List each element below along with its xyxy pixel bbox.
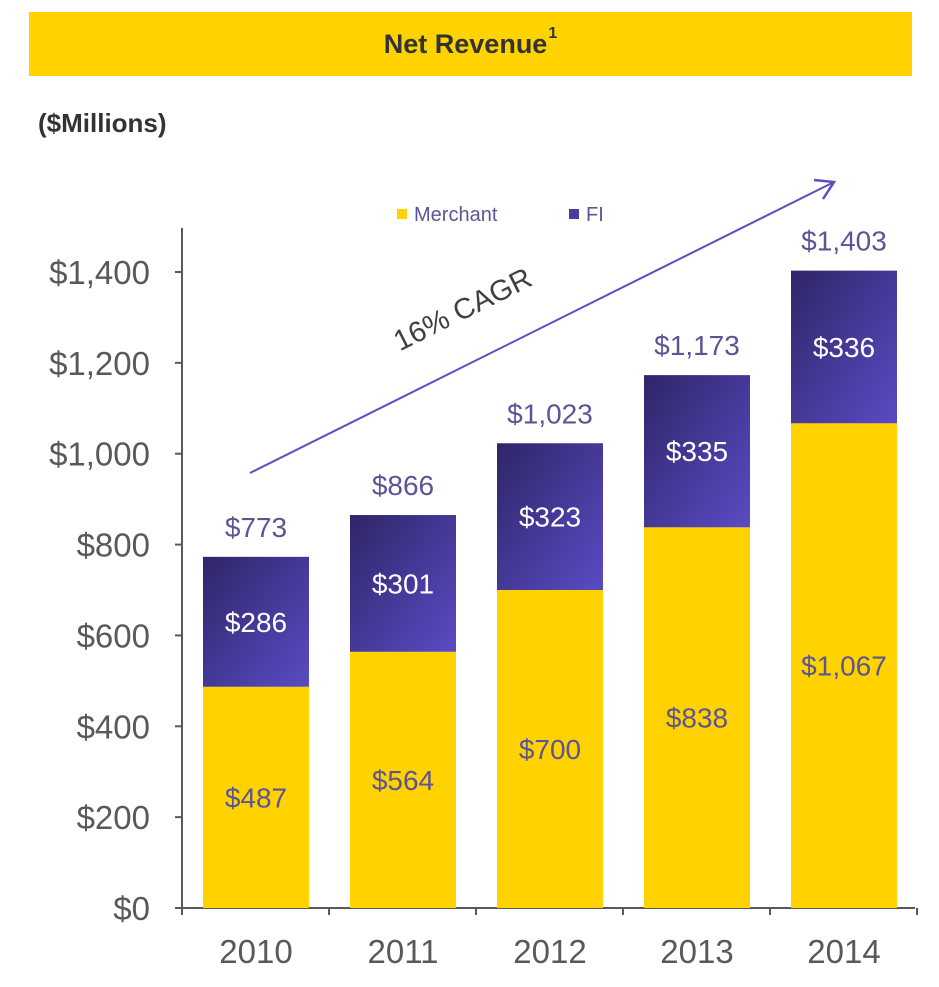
units-label: ($Millions) bbox=[38, 108, 167, 138]
chart-title-footnote: 1 bbox=[548, 25, 558, 42]
data-label-total: $1,173 bbox=[654, 330, 740, 361]
data-label-fi: $335 bbox=[666, 436, 728, 467]
data-label-fi: $336 bbox=[813, 332, 875, 363]
data-label-merchant: $700 bbox=[519, 734, 581, 765]
data-label-merchant: $487 bbox=[225, 782, 287, 813]
data-label-merchant: $564 bbox=[372, 765, 434, 796]
bar-merchant bbox=[644, 527, 750, 908]
data-label-fi: $323 bbox=[519, 502, 581, 533]
bar-merchant bbox=[350, 651, 456, 908]
bar-fi bbox=[497, 443, 603, 590]
legend-swatch-merchant bbox=[397, 209, 407, 219]
y-tick-label: $200 bbox=[77, 799, 150, 836]
x-tick-label: 2012 bbox=[513, 933, 586, 970]
cagr-arrow-head bbox=[813, 178, 837, 200]
y-tick-label: $400 bbox=[77, 708, 150, 745]
y-tick-label: $1,200 bbox=[49, 345, 150, 382]
bar-fi bbox=[791, 270, 897, 424]
legend-label-merchant: Merchant bbox=[414, 204, 498, 226]
bar-merchant bbox=[791, 423, 897, 908]
cagr-label: 16% CAGR bbox=[389, 262, 537, 358]
y-tick-label: $1,000 bbox=[49, 436, 150, 473]
bar-merchant bbox=[497, 590, 603, 908]
legend-swatch-fi bbox=[569, 209, 579, 219]
bar-fi bbox=[350, 515, 456, 652]
cagr-arrow-line bbox=[249, 182, 833, 474]
bars bbox=[203, 270, 897, 908]
title-bar: Net Revenue 1 bbox=[29, 12, 912, 76]
data-label-merchant: $1,067 bbox=[801, 651, 887, 682]
x-tick-label: 2010 bbox=[219, 933, 292, 970]
data-label-total: $866 bbox=[372, 470, 434, 501]
x-tick-label: 2013 bbox=[660, 933, 733, 970]
data-label-merchant: $838 bbox=[666, 703, 728, 734]
bar-fi bbox=[644, 375, 750, 528]
data-label-total: $773 bbox=[225, 512, 287, 543]
y-tick-label: $600 bbox=[77, 617, 150, 654]
bar-fi bbox=[203, 556, 309, 687]
data-label-total: $1,023 bbox=[507, 398, 593, 429]
x-tick-label: 2014 bbox=[807, 933, 880, 970]
legend: Merchant FI bbox=[397, 204, 604, 226]
data-label-fi: $286 bbox=[225, 607, 287, 638]
legend-label-fi: FI bbox=[586, 204, 604, 226]
y-tick-label: $1,400 bbox=[49, 254, 150, 291]
bar-merchant bbox=[203, 686, 309, 908]
value-labels: $487 $286 $773 $564 $301 $866 $700 $323 $1,023 $8… bbox=[225, 226, 887, 814]
chart-title: Net Revenue bbox=[383, 28, 548, 59]
axes: $0 $200 $400 $600 $800 $1,000 $1,200 $1,400 2010… bbox=[49, 228, 918, 970]
x-tick-label: 2011 bbox=[368, 933, 439, 970]
y-tick-label: $0 bbox=[113, 890, 150, 927]
data-label-fi: $301 bbox=[372, 568, 434, 599]
y-tick-label: $800 bbox=[77, 527, 150, 564]
data-label-total: $1,403 bbox=[801, 226, 887, 257]
